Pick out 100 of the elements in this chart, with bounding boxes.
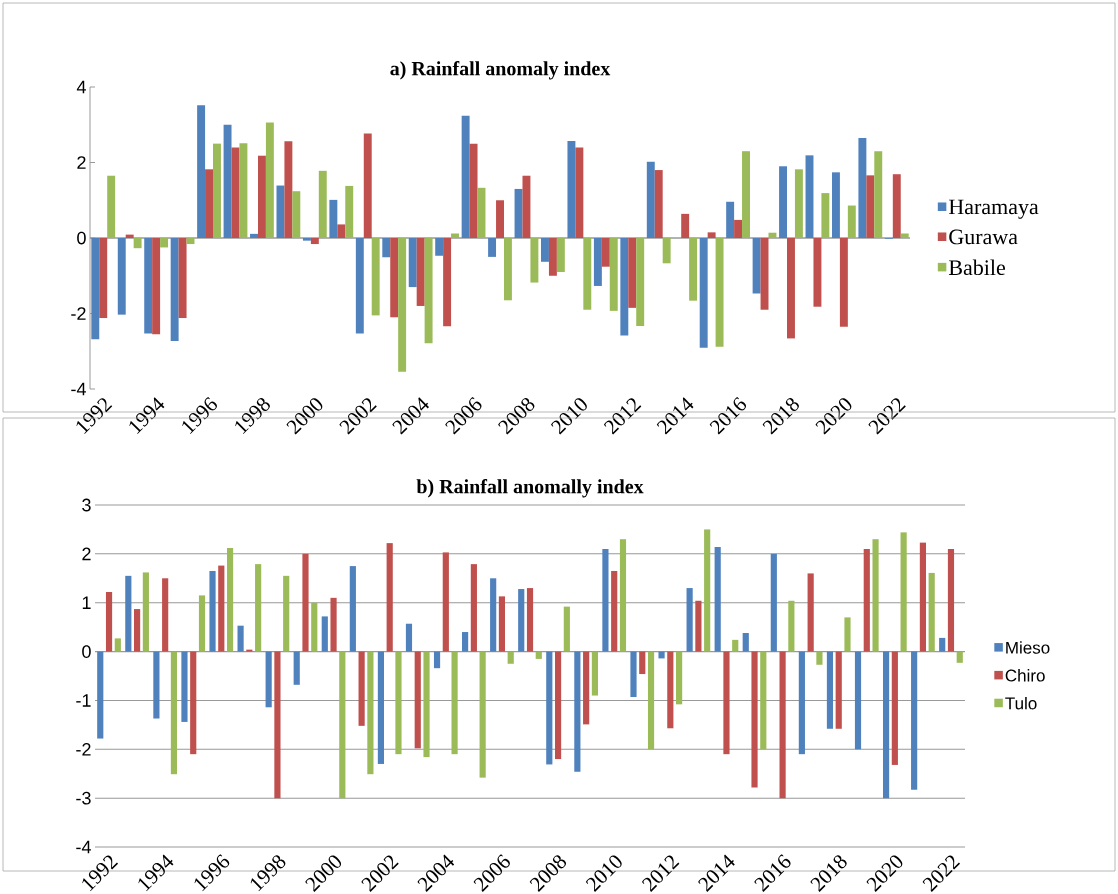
bar [218, 565, 225, 652]
bar [768, 232, 777, 238]
bar [554, 651, 562, 760]
bar [209, 570, 216, 652]
bar [788, 600, 795, 652]
bar [302, 237, 311, 241]
bar [798, 651, 805, 755]
bar [611, 570, 618, 652]
bar [91, 237, 100, 340]
bar [293, 651, 300, 685]
bar [114, 638, 121, 652]
chart-title: b) Rainfall anomally index [416, 479, 644, 498]
bar [770, 553, 777, 652]
bar [556, 237, 565, 272]
bar [442, 552, 449, 652]
bar [872, 539, 879, 652]
bar [847, 205, 856, 238]
bar [919, 542, 926, 652]
bar [816, 651, 823, 665]
bar [835, 651, 842, 729]
bar [662, 237, 671, 264]
legend-label: Tulo [1005, 696, 1037, 710]
bar [628, 237, 637, 308]
bar [496, 200, 504, 238]
bar [462, 631, 469, 652]
bar [813, 237, 822, 307]
bar [257, 155, 266, 238]
y-tick-label: -2 [76, 742, 91, 756]
bar [153, 651, 160, 719]
bar [787, 237, 795, 339]
legend-label: Chiro [1005, 669, 1045, 682]
bar [226, 547, 234, 652]
bar [99, 237, 108, 318]
bar [742, 632, 749, 652]
bar [363, 133, 372, 238]
bar [699, 237, 708, 348]
bar [198, 595, 206, 652]
bar [144, 237, 153, 334]
bar [619, 539, 627, 652]
bar [265, 122, 274, 238]
bar [170, 651, 178, 775]
bar [546, 651, 553, 765]
bar [548, 237, 557, 276]
bar [507, 651, 514, 664]
bar [567, 140, 576, 238]
bar [636, 237, 645, 326]
bar [197, 105, 206, 238]
y-tick-label: -4 [76, 840, 91, 854]
bar [479, 651, 486, 778]
bar [451, 233, 460, 238]
y-tick-label: 4 [76, 80, 86, 94]
bar [583, 237, 592, 310]
bar [408, 237, 417, 288]
bar [395, 651, 402, 755]
bar [443, 237, 452, 327]
bar [947, 548, 955, 652]
bar [826, 651, 834, 729]
bar [854, 651, 862, 750]
bar [574, 651, 581, 772]
bar [181, 651, 188, 722]
bar [900, 532, 907, 652]
bar [752, 237, 761, 294]
bar [681, 213, 690, 238]
bar [105, 591, 113, 652]
bar [250, 233, 258, 238]
bar [686, 588, 693, 652]
bar [117, 237, 126, 315]
bar [620, 237, 629, 336]
bar [170, 237, 179, 342]
bar [839, 237, 848, 327]
bar [734, 219, 743, 238]
bar [490, 578, 497, 652]
legend-label: Babile [948, 259, 1006, 276]
bar [349, 566, 356, 652]
bar [530, 237, 539, 283]
bar [518, 588, 525, 652]
bar [345, 185, 354, 238]
bar [900, 233, 909, 238]
bar [386, 543, 393, 652]
bar [213, 143, 221, 238]
bar [575, 147, 584, 238]
bar [535, 651, 542, 659]
bar [742, 151, 750, 238]
bar [142, 572, 149, 652]
bar [714, 546, 721, 652]
bar [318, 170, 327, 238]
y-tick-label: 3 [82, 498, 91, 512]
bar [178, 237, 187, 318]
bar [355, 237, 364, 334]
bar [647, 651, 655, 750]
bar [265, 651, 272, 708]
y-tick-label: -4 [71, 382, 86, 396]
bar [863, 548, 870, 652]
bar [891, 651, 898, 765]
bar [284, 141, 293, 238]
bar [522, 175, 531, 238]
bar [274, 651, 281, 799]
bar [715, 237, 724, 347]
bar [255, 564, 262, 652]
bar [779, 651, 786, 799]
